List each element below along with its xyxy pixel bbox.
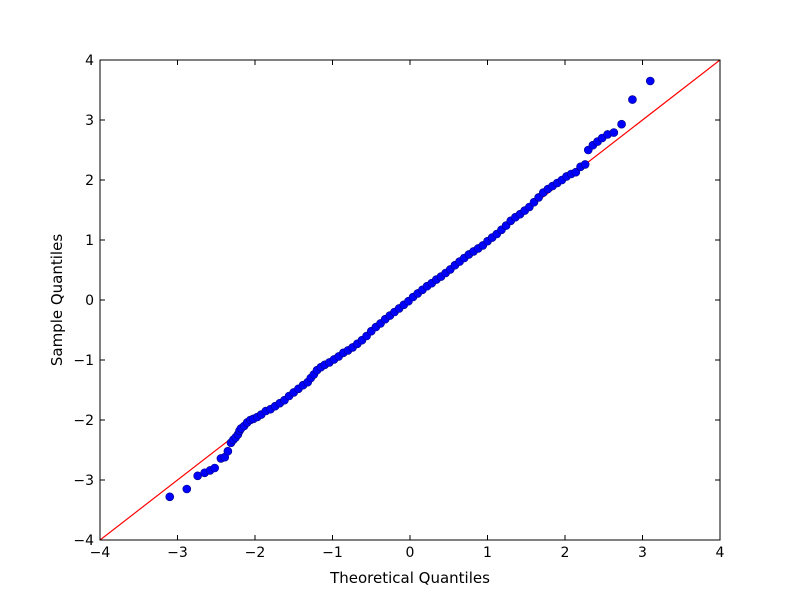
y-tick-label: 4	[85, 53, 94, 69]
x-tick-label: −4	[90, 545, 111, 561]
data-point	[223, 446, 233, 456]
x-tick-label: −2	[245, 545, 266, 561]
data-point	[580, 160, 590, 169]
data-point	[645, 76, 655, 86]
x-tick-label: 0	[406, 545, 415, 561]
data-point	[571, 167, 581, 177]
x-tick-label: 4	[716, 545, 725, 561]
x-axis-title: Theoretical Quantiles	[329, 569, 490, 587]
y-tick-label: 2	[85, 173, 94, 189]
points-layer	[165, 76, 655, 502]
y-tick-label: −3	[73, 473, 94, 489]
y-axis-title: Sample Quantiles	[48, 234, 66, 366]
x-tick-label: −3	[167, 545, 188, 561]
y-tick-label: −1	[73, 353, 94, 369]
data-point	[628, 95, 637, 104]
y-tick-label: −2	[73, 413, 94, 429]
data-point	[165, 492, 175, 502]
data-point	[210, 463, 219, 473]
x-tick-label: 2	[561, 545, 570, 561]
y-tick-label: −4	[73, 533, 94, 549]
x-tick-label: −1	[322, 545, 343, 561]
y-tick-label: 3	[85, 113, 94, 129]
y-tick-label: 0	[85, 293, 94, 309]
data-point	[609, 128, 619, 137]
ticks-layer: −4 −3 −2 −1 0 1 2 3 4 −4 −3 −2 −1 0 1 2 3 4	[73, 53, 724, 561]
y-tick-label: 1	[85, 233, 94, 249]
data-point	[617, 119, 626, 129]
x-tick-label: 1	[483, 545, 492, 561]
data-point	[182, 484, 192, 494]
x-tick-label: 3	[638, 545, 647, 561]
